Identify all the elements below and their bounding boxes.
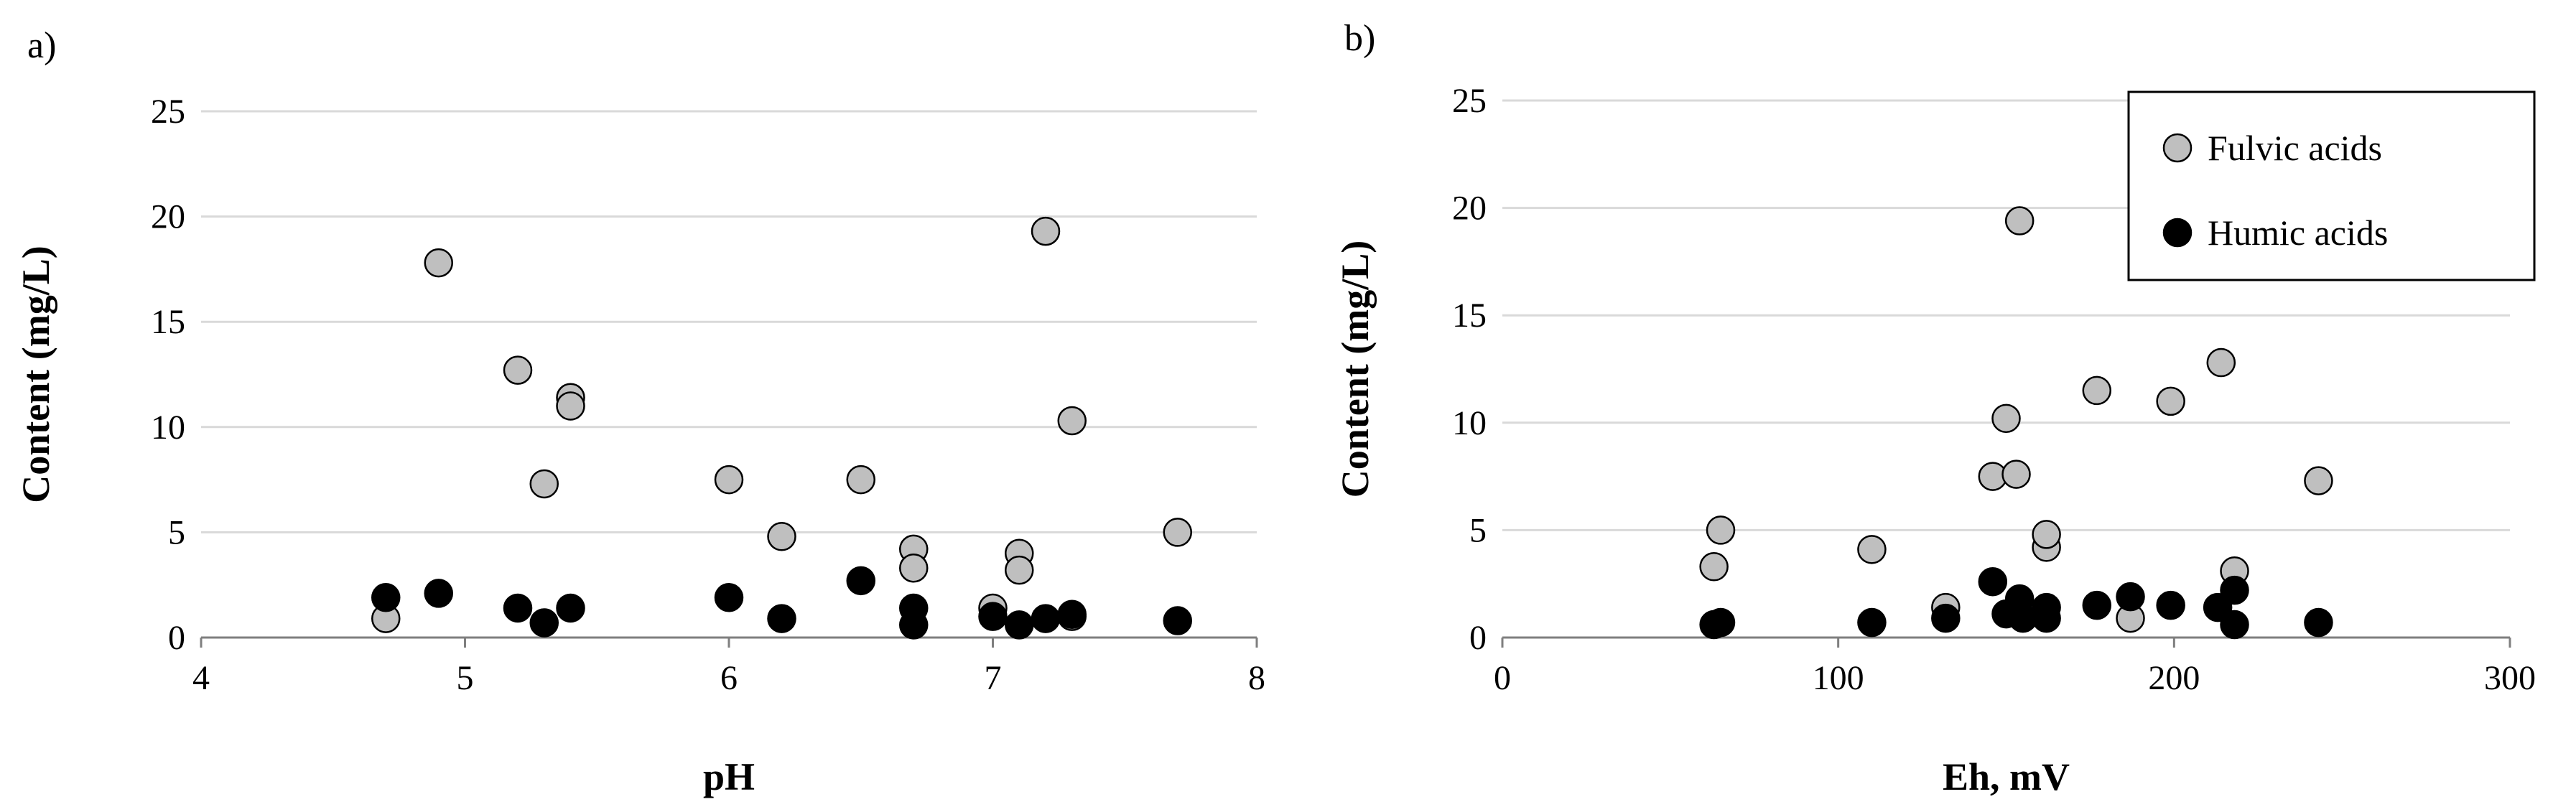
humic-acid-point — [2032, 603, 2061, 633]
panel-label: b) — [1344, 18, 1375, 59]
y-tick-label: 0 — [1469, 619, 1487, 657]
fulvic-acid-point — [767, 522, 796, 551]
humic-acid-point — [1857, 607, 1887, 638]
legend-box — [2127, 90, 2536, 281]
legend-marker-humic — [2162, 218, 2193, 248]
panel-label: a) — [27, 25, 56, 66]
x-axis-title: pH — [703, 755, 755, 798]
fulvic-acid-point — [2206, 347, 2236, 378]
x-tick-label: 8 — [1248, 659, 1265, 697]
x-tick-label: 300 — [2484, 659, 2536, 697]
humic-acid-point — [1163, 606, 1192, 635]
legend-marker-fulvic — [2162, 133, 2193, 163]
y-tick-label: 5 — [168, 513, 185, 551]
x-tick-label: 6 — [720, 659, 738, 697]
x-tick-label: 7 — [985, 659, 1002, 697]
y-tick-label: 25 — [1452, 82, 1487, 120]
y-tick-label: 15 — [151, 303, 185, 341]
humic-acid-point — [1978, 566, 2008, 597]
fulvic-acid-point — [2304, 466, 2333, 495]
y-tick-label: 20 — [151, 198, 185, 236]
fulvic-acid-point — [1005, 555, 1034, 585]
fulvic-acid-point — [2156, 386, 2185, 416]
fulvic-acid-point — [1057, 406, 1087, 436]
fulvic-acid-point — [2082, 375, 2112, 406]
fulvic-acid-point — [1031, 216, 1061, 246]
humic-acid-point — [2082, 590, 2112, 620]
legend-label-fulvic: Fulvic acids — [2208, 128, 2382, 168]
humic-acid-point — [556, 593, 585, 623]
humic-acid-point — [1931, 603, 1961, 633]
y-tick-label: 10 — [151, 409, 185, 447]
fulvic-acid-point — [529, 469, 559, 499]
fulvic-acid-point — [1163, 518, 1192, 547]
humic-acid-point — [978, 602, 1008, 631]
fulvic-acid-point — [714, 465, 744, 495]
humic-acid-point — [529, 608, 559, 638]
humic-acid-point — [424, 579, 453, 608]
fulvic-acid-point — [424, 248, 453, 278]
x-tick-label: 100 — [1813, 659, 1864, 697]
fulvic-acid-point — [1699, 552, 1729, 582]
fulvic-acid-point — [899, 553, 929, 583]
fulvic-acid-point — [846, 465, 875, 495]
humic-acid-point — [371, 583, 401, 612]
legend: Fulvic acids Humic acids — [2127, 90, 2536, 281]
humic-acid-point — [2220, 575, 2249, 605]
fulvic-acid-point — [556, 391, 585, 421]
humic-acid-point — [1031, 604, 1061, 633]
y-tick-label: 5 — [1469, 511, 1487, 549]
fulvic-acid-point — [2001, 459, 2031, 489]
fulvic-acid-point — [2004, 206, 2035, 235]
humic-acid-point — [1005, 610, 1034, 640]
panel-a: a) 0 5 10 15 20 25 4 5 6 7 8 pH Content (mg/L) — [14, 25, 1265, 798]
fulvic-acid-point — [2032, 520, 2061, 549]
humic-acid-point — [503, 593, 533, 623]
humic-acid-point — [2304, 607, 2333, 638]
humic-acid-point — [714, 583, 744, 612]
y-tick-label: 20 — [1452, 190, 1487, 228]
x-tick-label: 4 — [192, 659, 210, 697]
y-axis-title: Content (mg/L) — [1334, 241, 1377, 498]
fulvic-acid-point — [1706, 515, 1736, 545]
y-tick-label: 0 — [168, 619, 185, 657]
fulvic-acid-point — [1991, 403, 2021, 434]
fulvic-acid-point — [503, 355, 533, 385]
humic-acid-point — [1706, 607, 1736, 638]
x-tick-label: 5 — [457, 659, 474, 697]
humic-acid-point — [899, 610, 929, 640]
humic-acid-point — [2156, 590, 2185, 620]
panel-b: b) 0 5 10 15 20 25 0 100 200 300 Eh, mV Content (mg/… — [1334, 18, 2536, 798]
humic-acid-point — [846, 566, 875, 596]
x-axis-title: Eh, mV — [1943, 755, 2070, 798]
x-tick-label: 200 — [2148, 659, 2200, 697]
humic-acid-point — [2116, 582, 2145, 612]
legend-label-humic: Humic acids — [2208, 213, 2388, 253]
humic-acid-point — [1057, 599, 1087, 629]
y-tick-label: 15 — [1452, 297, 1487, 335]
y-tick-label: 10 — [1452, 404, 1487, 442]
humic-acid-point — [2220, 610, 2249, 640]
fulvic-acid-point — [1857, 535, 1887, 564]
y-axis-title: Content (mg/L) — [14, 246, 57, 503]
x-tick-label: 0 — [1494, 659, 1511, 697]
y-tick-label: 25 — [151, 93, 185, 131]
humic-acid-point — [767, 604, 796, 633]
